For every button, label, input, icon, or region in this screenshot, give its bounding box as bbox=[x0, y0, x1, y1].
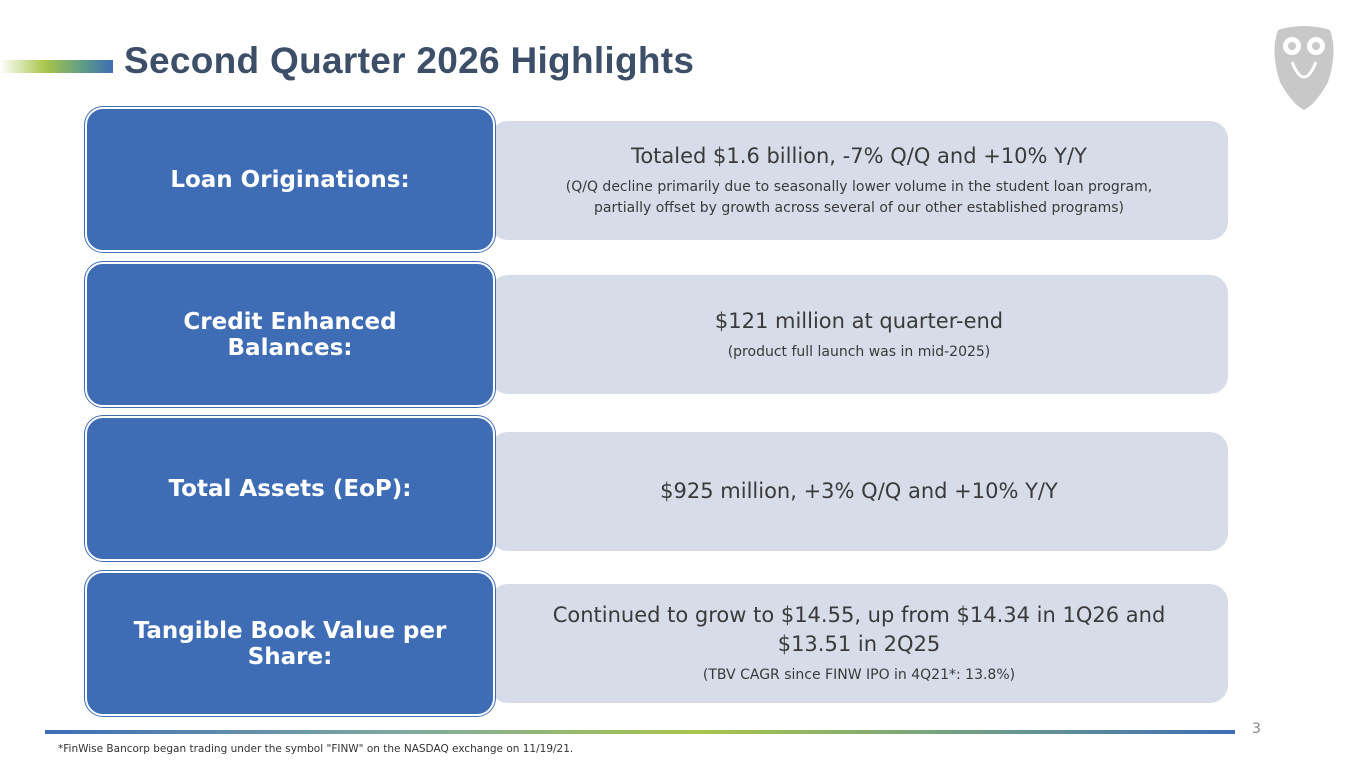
detail-box: Totaled $1.6 billion, -7% Q/Q and +10% Y… bbox=[490, 121, 1228, 240]
detail-box: $925 million, +3% Q/Q and +10% Y/Y bbox=[490, 432, 1228, 551]
row-label: Credit Enhanced Balances: bbox=[85, 262, 495, 407]
accent-bar bbox=[0, 60, 113, 73]
row-label: Loan Originations: bbox=[85, 107, 495, 252]
footnote: *FinWise Bancorp began trading under the… bbox=[58, 743, 574, 755]
detail-text: Totaled $1.6 billion, -7% Q/Q and +10% Y… bbox=[631, 144, 1087, 168]
detail-box: Continued to grow to $14.55, up from $14… bbox=[490, 584, 1228, 703]
row-label: Tangible Book Value per Share: bbox=[85, 571, 495, 716]
slide-title: Second Quarter 2026 Highlights bbox=[124, 40, 695, 81]
row-label: Total Assets (EoP): bbox=[85, 416, 495, 561]
detail-text: Continued to grow to $14.55, up from $14… bbox=[552, 603, 1166, 656]
footer-line bbox=[45, 730, 1235, 734]
detail-text: $121 million at quarter-end bbox=[714, 308, 1004, 333]
logo bbox=[1274, 26, 1334, 110]
detail-note: (TBV CAGR since FINW IPO in 4Q21*: 13.8%… bbox=[702, 667, 1016, 683]
detail-text: $925 million, +3% Q/Q and +10% Y/Y bbox=[660, 479, 1058, 503]
detail-note: (Q/Q decline primarily due to seasonally… bbox=[565, 179, 1153, 216]
page-number: 3 bbox=[1252, 721, 1261, 737]
detail-box: $121 million at quarter-end (product full… bbox=[490, 275, 1228, 394]
detail-note: (product full launch was in mid-2025) bbox=[727, 343, 991, 360]
